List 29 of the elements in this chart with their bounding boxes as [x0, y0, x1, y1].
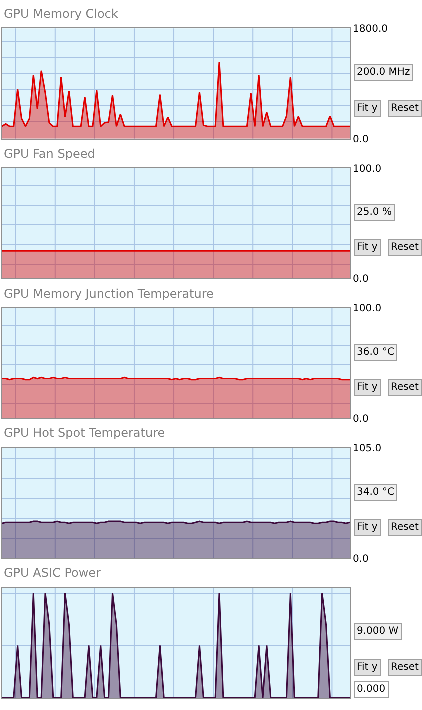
text: Fit y: [357, 662, 378, 673]
text: Fit y: [357, 103, 378, 114]
y-tick-label: 0.0: [353, 274, 369, 286]
y-tick-label: 105.0: [353, 444, 382, 455]
text: 0.000: [357, 684, 386, 695]
chart-title: GPU Hot Spot Temperature: [4, 426, 166, 440]
y-tick-label: 0.0: [353, 414, 369, 425]
chart-title: GPU ASIC Power: [4, 566, 102, 580]
text: 9.000 W: [357, 626, 399, 637]
y-tick-label: 100.0: [353, 304, 382, 315]
text: Reset: [391, 382, 420, 393]
chart-title: GPU Fan Speed: [4, 147, 96, 161]
chart-title: GPU Memory Clock: [4, 7, 118, 21]
text: 36.0 °C: [357, 347, 394, 358]
text: Fit y: [357, 242, 378, 253]
y-tick-label: 100.0: [353, 164, 382, 175]
text: Reset: [391, 522, 420, 533]
text: Fit y: [357, 382, 378, 393]
y-tick-label: 0.0: [353, 134, 369, 146]
text: Reset: [391, 103, 420, 114]
text: 34.0 °C: [357, 487, 394, 498]
text: Reset: [391, 662, 420, 673]
text: 25.0 %: [357, 207, 392, 218]
text: Reset: [391, 242, 420, 253]
chart-title: GPU Memory Junction Temperature: [4, 287, 214, 301]
y-tick-label: 0.0: [353, 554, 369, 565]
y-tick-label: 1800.0: [353, 24, 388, 36]
text: 200.0 MHz: [357, 67, 410, 78]
text: Fit y: [357, 522, 378, 533]
